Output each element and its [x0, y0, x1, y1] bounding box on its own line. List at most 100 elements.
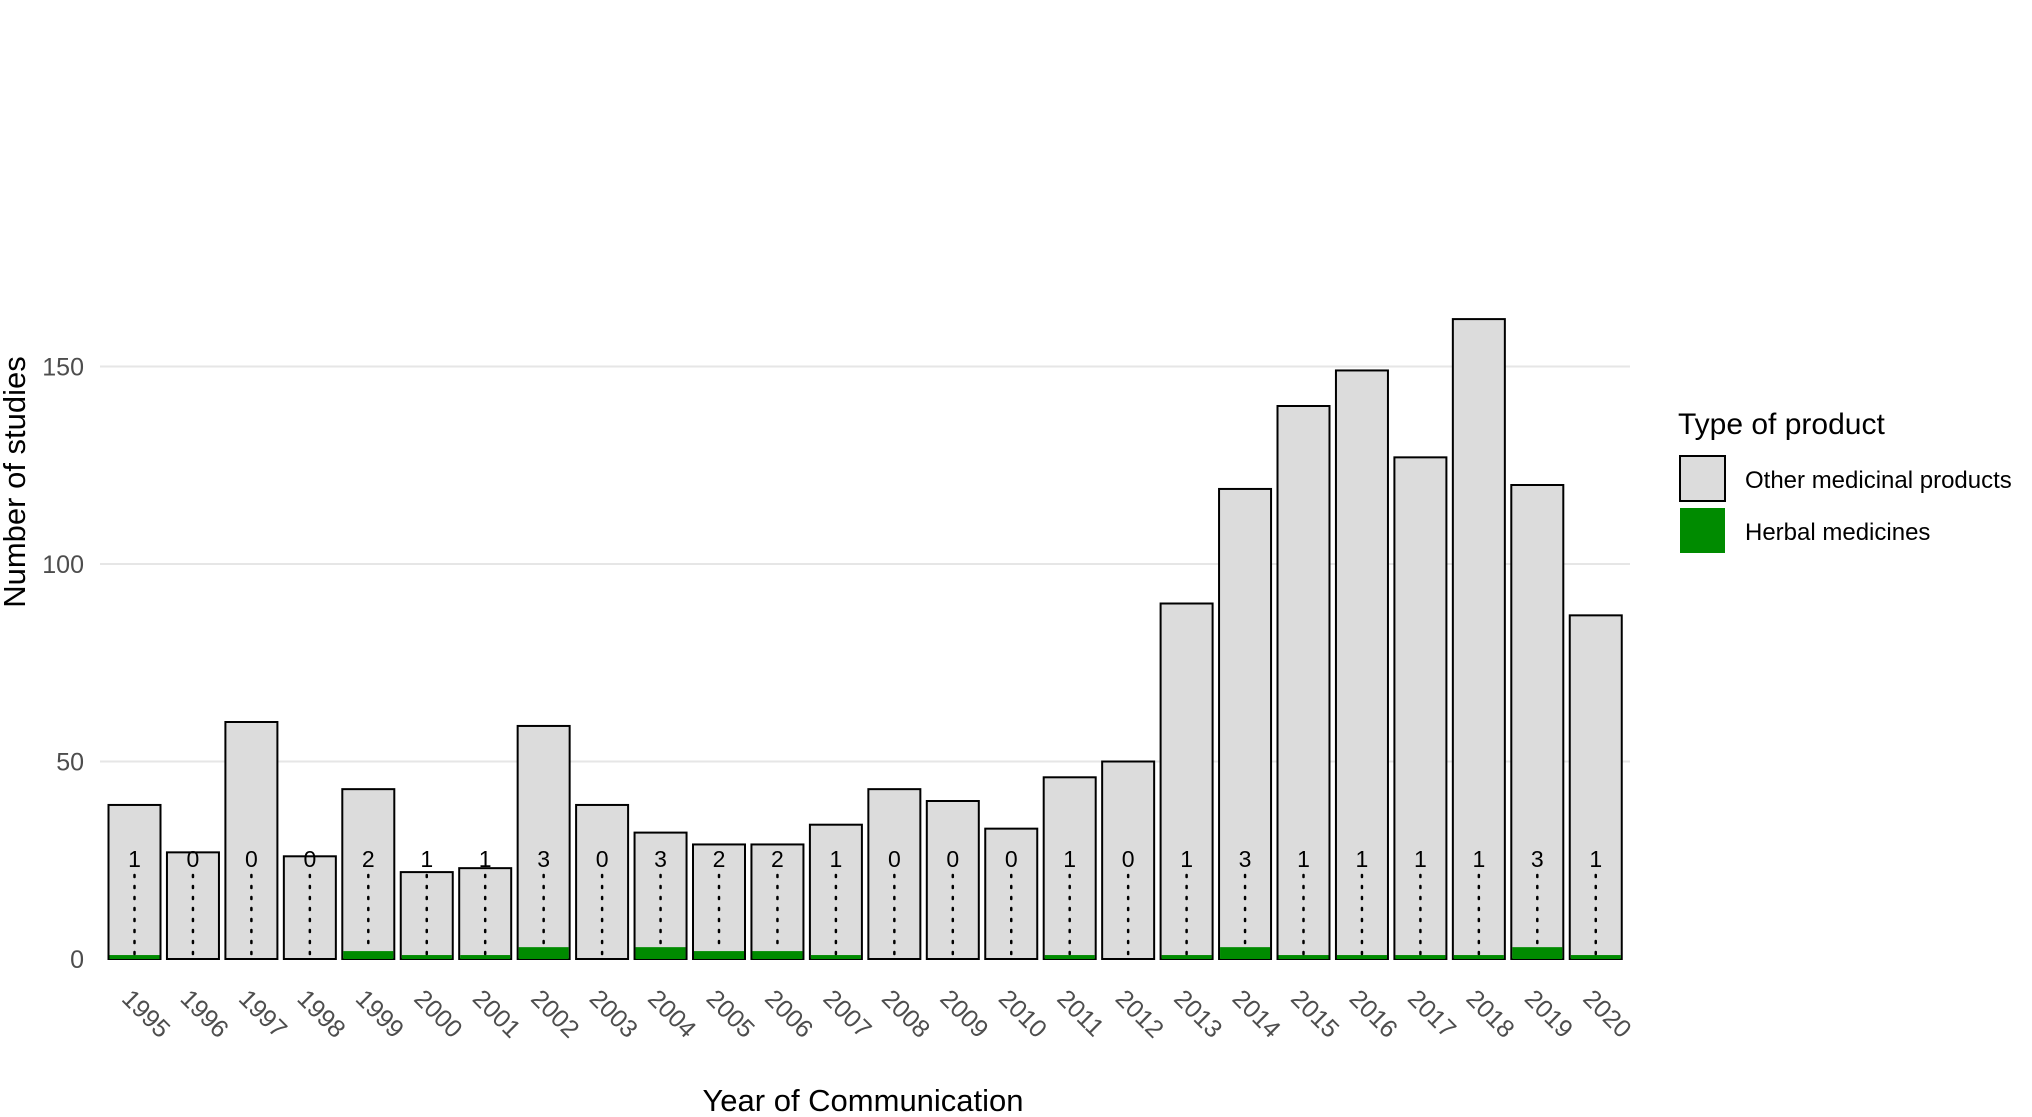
x-tick-label: 2008: [876, 984, 935, 1043]
bar-label: 3: [1239, 846, 1252, 872]
bar-label: 3: [654, 846, 667, 872]
legend-swatch-herbal: [1680, 508, 1725, 553]
x-tick-label: 2013: [1168, 984, 1227, 1043]
bar-label: 1: [1472, 846, 1485, 872]
x-tick-label: 1997: [233, 984, 292, 1043]
legend: Type of product Other medicinal products…: [1678, 408, 2012, 553]
bar-other: [808, 823, 863, 961]
legend-title: Type of product: [1678, 408, 1885, 441]
bar-herbal: [810, 955, 861, 959]
x-tick-label: 1996: [175, 984, 234, 1043]
x-tick-label: 2016: [1344, 984, 1403, 1043]
x-tick-label: 2001: [467, 984, 526, 1043]
bar-herbal: [518, 947, 569, 959]
bar-label: 1: [128, 846, 141, 872]
bar-other: [1042, 776, 1097, 960]
bar-label: 1: [479, 846, 492, 872]
bar-herbal: [1220, 947, 1271, 959]
x-tick-label: 2017: [1402, 984, 1461, 1043]
bar-label: 1: [830, 846, 843, 872]
bar-label: 1: [1589, 846, 1602, 872]
x-tick-label: 2006: [759, 984, 818, 1043]
y-tick-label: 100: [42, 551, 84, 579]
x-tick-label: 1999: [350, 984, 409, 1043]
bar-label: 3: [1531, 846, 1544, 872]
bar-label: 2: [362, 846, 375, 872]
bar-other: [516, 724, 571, 961]
x-tick-label: 2009: [935, 984, 994, 1043]
bar-herbal: [1453, 955, 1504, 959]
x-tick-label: 2019: [1519, 984, 1578, 1043]
x-tick-label: 2014: [1227, 984, 1286, 1043]
bar-other: [984, 827, 1039, 961]
y-tick-label: 0: [70, 946, 84, 974]
bar-label: 0: [303, 846, 316, 872]
bar-label: 1: [420, 846, 433, 872]
bar-herbal: [1512, 947, 1563, 959]
legend-label-other: Other medicinal products: [1745, 467, 2012, 494]
legend-swatch-other: [1679, 455, 1726, 502]
bar-other: [1568, 614, 1623, 960]
bars: 1 0 0 0 2 1 1 3 0 3 2 2 1 0 0 0 1 0 1 3 1 1 1 1 3 1: [107, 318, 1623, 961]
bar-other: [107, 803, 162, 961]
bar-herbal: [1044, 955, 1095, 959]
x-tick-label: 2000: [409, 984, 468, 1043]
x-tick-label: 2005: [701, 984, 760, 1043]
x-axis-title: Year of Communication: [702, 1083, 1023, 1117]
x-tick-label: 2007: [818, 984, 877, 1043]
bar-label: 1: [1356, 846, 1369, 872]
bar-other: [458, 867, 513, 961]
y-axis-ticks: 0 50 100 150: [42, 354, 84, 975]
bar-other: [224, 721, 279, 960]
bar-other: [1393, 456, 1448, 960]
bar-other: [1276, 405, 1331, 960]
x-tick-label: 2010: [993, 984, 1052, 1043]
bar-other: [925, 800, 980, 960]
bar-label: 2: [771, 846, 784, 872]
bar-herbal: [460, 955, 511, 959]
bar-herbal: [401, 955, 452, 959]
bar-label: 0: [596, 846, 609, 872]
bar-herbal: [635, 947, 686, 959]
bar-label: 1: [1297, 846, 1310, 872]
y-tick-label: 150: [42, 354, 84, 382]
bar-other: [1334, 369, 1389, 960]
y-axis-title: Number of studies: [0, 356, 32, 608]
bar-herbal: [752, 951, 803, 959]
bar-label: 3: [537, 846, 550, 872]
x-tick-label: 1998: [292, 984, 351, 1043]
legend-label-herbal: Herbal medicines: [1745, 519, 1930, 546]
bar-other: [575, 803, 630, 961]
bar-label: 0: [187, 846, 200, 872]
x-tick-label: 2012: [1110, 984, 1169, 1043]
bar-other: [399, 871, 454, 960]
bar-label: 2: [713, 846, 726, 872]
bar-label: 1: [1180, 846, 1193, 872]
bar-label: 1: [1063, 846, 1076, 872]
bar-other: [1510, 484, 1565, 960]
bar-herbal: [1570, 955, 1621, 959]
bar-other: [1101, 760, 1156, 960]
x-tick-label: 2002: [525, 984, 584, 1043]
bar-herbal: [1161, 955, 1212, 959]
bar-label: 0: [1122, 846, 1135, 872]
bar-other: [1218, 487, 1273, 960]
x-tick-label: 2018: [1461, 984, 1520, 1043]
bar-herbal: [1336, 955, 1387, 959]
bar-label: 1: [1414, 846, 1427, 872]
x-tick-label: 2004: [642, 984, 701, 1043]
bar-herbal: [1278, 955, 1329, 959]
x-tick-label: 1995: [116, 984, 175, 1043]
x-tick-label: 2003: [584, 984, 643, 1043]
x-tick-label: 2011: [1051, 984, 1109, 1042]
bar-other: [1159, 602, 1214, 960]
x-tick-label: 2015: [1285, 984, 1344, 1043]
bar-herbal: [109, 955, 160, 959]
bar-herbal: [343, 951, 394, 959]
x-axis-ticks: 1995 1996 1997 1998 1999 2000 2001 2002 2003 2004…: [116, 984, 1636, 1043]
bar-herbal: [694, 951, 744, 959]
bar-other: [1451, 318, 1506, 961]
x-tick-label: 2020: [1578, 984, 1637, 1043]
bar-label: 0: [1005, 846, 1018, 872]
